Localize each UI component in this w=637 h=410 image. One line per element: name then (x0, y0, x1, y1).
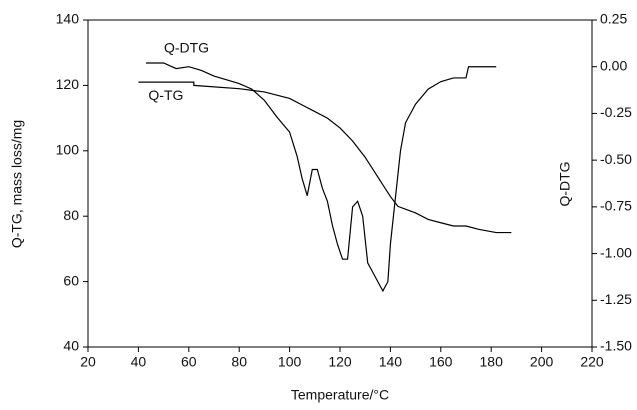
x-axis-label: Temperature/°C (291, 387, 389, 403)
series-label: Q-TG (148, 87, 183, 103)
y-tick-label: 100 (56, 142, 80, 158)
y-tick-label: 120 (56, 76, 80, 92)
y2-tick-label: -0.50 (600, 151, 632, 167)
y2-tick-label: 0.25 (600, 11, 627, 27)
y-tick-label: 140 (56, 11, 80, 27)
y-tick-label: 80 (63, 207, 79, 223)
data-line (138, 81, 512, 234)
x-tick-label: 20 (80, 354, 96, 370)
x-tick-label: 40 (131, 354, 147, 370)
y2-axis-label: Q-DTG (557, 161, 573, 206)
x-tick-label: 200 (530, 354, 554, 370)
x-tick-label: 60 (181, 354, 197, 370)
x-tick-label: 140 (379, 354, 403, 370)
y2-tick-label: -0.25 (600, 104, 632, 120)
y2-tick-label: -1.00 (600, 244, 632, 260)
x-tick-label: 220 (580, 354, 604, 370)
data-line (145, 62, 497, 293)
y-tick-label: 40 (63, 338, 79, 354)
y-tick-label: 60 (63, 272, 79, 288)
x-tick-label: 160 (429, 354, 453, 370)
y2-tick-label: -1.25 (600, 291, 632, 307)
y2-tick-label: -1.50 (600, 338, 632, 354)
plot-frame (87, 19, 593, 348)
y-axis-label: Q-TG, mass loss/mg (9, 120, 25, 248)
x-tick-label: 80 (231, 354, 247, 370)
y2-tick-label: 0.00 (600, 57, 627, 73)
x-tick-label: 120 (328, 354, 352, 370)
y2-tick-label: -0.75 (600, 198, 632, 214)
x-tick-label: 180 (480, 354, 504, 370)
x-tick-label: 100 (278, 354, 302, 370)
series-label: Q-DTG (164, 40, 209, 56)
